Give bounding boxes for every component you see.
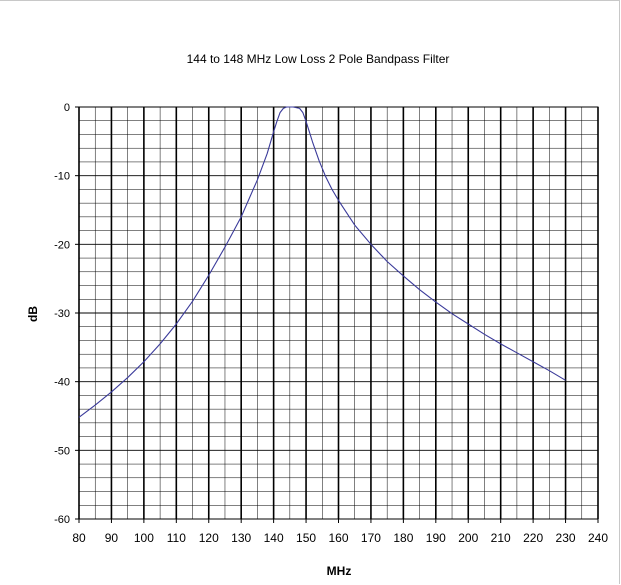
x-tick-label: 160: [328, 531, 348, 545]
y-axis-label: dB: [26, 306, 40, 322]
x-tick-label: 90: [105, 531, 119, 545]
x-tick-label: 80: [72, 531, 86, 545]
y-tick-label: -10: [54, 171, 70, 183]
x-tick-label: 110: [167, 531, 186, 545]
x-tick-label: 180: [393, 531, 413, 545]
x-tick-label: 150: [296, 531, 316, 545]
x-tick-label: 120: [199, 531, 219, 545]
y-tick-label: -20: [54, 239, 70, 251]
x-tick-label: 220: [523, 531, 543, 545]
x-tick-label: 230: [556, 531, 576, 545]
y-tick-label: 0: [64, 102, 70, 114]
y-tick-label: -40: [54, 377, 70, 389]
x-tick-label: 240: [588, 531, 608, 545]
y-tick-label: -30: [54, 308, 70, 320]
y-tick-label: -50: [54, 445, 70, 457]
y-tick-label: -60: [54, 514, 70, 526]
x-tick-label: 170: [361, 531, 381, 545]
x-axis-label: MHz: [327, 564, 352, 578]
x-tick-label: 210: [491, 531, 511, 545]
chart-title: 144 to 148 MHz Low Loss 2 Pole Bandpass …: [187, 52, 450, 66]
x-tick-label: 130: [231, 531, 251, 545]
grid: [75, 107, 598, 523]
x-tick-label: 140: [264, 531, 284, 545]
x-tick-label: 100: [134, 531, 154, 545]
x-tick-label: 200: [458, 531, 478, 545]
x-tick-label: 190: [426, 531, 446, 545]
